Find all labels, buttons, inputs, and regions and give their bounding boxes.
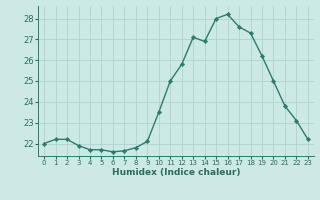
X-axis label: Humidex (Indice chaleur): Humidex (Indice chaleur) xyxy=(112,168,240,177)
